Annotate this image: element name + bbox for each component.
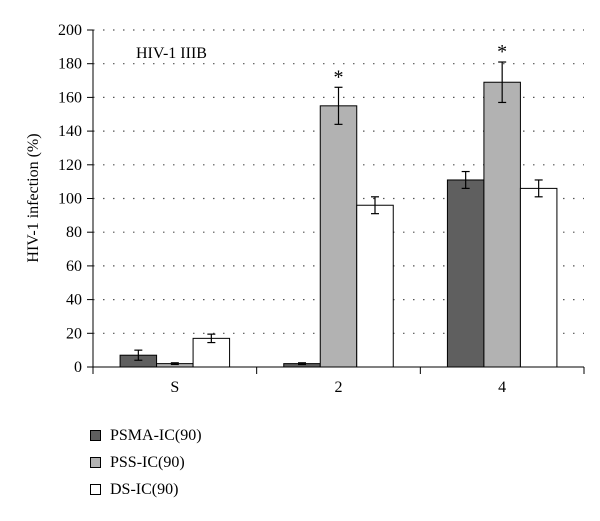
bars [119,81,558,368]
axes [87,29,585,374]
y-tick-label: 200 [58,22,82,39]
bar [446,179,485,368]
legend-swatch-ds [90,484,101,495]
y-tick-label: 80 [66,224,82,241]
chart-annotation: HIV-1 IIIB [136,45,207,62]
y-tick-label: 20 [66,325,82,342]
bar [356,204,394,368]
bar [319,105,358,368]
y-axis-label: HIV-1 infection (%) [25,133,42,262]
y-tick-label: 40 [66,292,82,309]
legend-swatch-psma [90,430,101,441]
y-tick-label: 180 [58,56,82,73]
x-tick-label: 4 [498,379,506,396]
bar [483,81,521,368]
legend-item-pss: PSS-IC(90) [90,449,202,476]
bar [519,187,558,368]
y-tick-label: 0 [74,359,82,376]
error-bars [134,61,543,366]
legend-label-ds: DS-IC(90) [110,480,179,498]
y-tick-label: 160 [58,89,82,106]
legend-label-psma: PSMA-IC(90) [110,426,202,444]
legend-item-ds: DS-IC(90) [90,476,202,503]
tick-labels: 0 20 40 60 80 100 120 140 160 180 200 S 2 * 4 * [58,22,507,396]
y-tick-label: 120 [58,157,82,174]
y-tick-label: 60 [66,258,82,275]
legend-item-psma: PSMA-IC(90) [90,422,202,449]
significance-marker: * [497,41,507,63]
legend: PSMA-IC(90) PSS-IC(90) DS-IC(90) [90,422,202,503]
x-tick-label: S [170,379,179,396]
y-tick-label: 100 [58,191,82,208]
significance-marker: * [334,66,344,88]
y-tick-label: 140 [58,123,82,140]
x-tick-label: 2 [335,379,343,396]
legend-label-pss: PSS-IC(90) [110,453,185,471]
legend-swatch-pss [90,457,101,468]
